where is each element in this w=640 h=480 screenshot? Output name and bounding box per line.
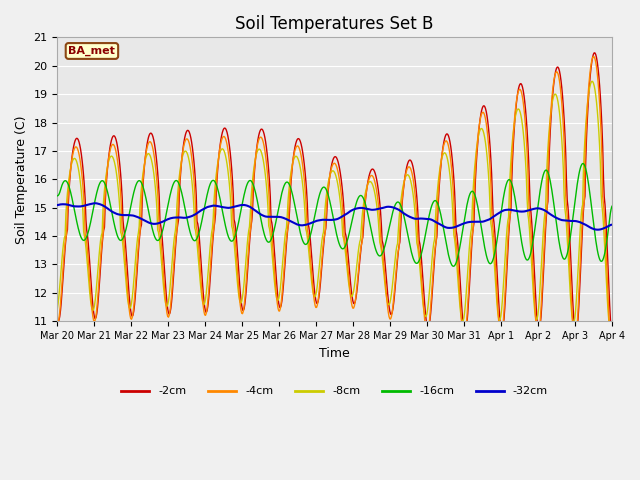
-32cm: [608, 222, 616, 228]
-4cm: [419, 285, 426, 290]
-16cm: [206, 181, 214, 187]
-32cm: [594, 227, 602, 233]
-4cm: [54, 321, 61, 327]
Legend: -2cm, -4cm, -8cm, -16cm, -32cm: -2cm, -4cm, -8cm, -16cm, -32cm: [117, 382, 552, 401]
-16cm: [579, 161, 586, 167]
-8cm: [121, 261, 129, 267]
Title: Soil Temperatures Set B: Soil Temperatures Set B: [236, 15, 434, 33]
Line: -32cm: -32cm: [58, 203, 612, 230]
-16cm: [63, 180, 71, 186]
Line: -4cm: -4cm: [58, 57, 612, 350]
-16cm: [54, 193, 61, 199]
-4cm: [177, 165, 185, 170]
-32cm: [122, 212, 129, 218]
-32cm: [178, 215, 186, 220]
-32cm: [54, 202, 61, 208]
-8cm: [206, 245, 214, 251]
-4cm: [63, 206, 71, 212]
-4cm: [608, 347, 616, 353]
-8cm: [419, 293, 426, 299]
X-axis label: Time: Time: [319, 347, 350, 360]
-4cm: [206, 268, 214, 274]
Line: -8cm: -8cm: [58, 81, 612, 330]
-8cm: [177, 162, 185, 168]
-32cm: [63, 202, 71, 207]
-16cm: [121, 231, 129, 237]
-32cm: [403, 212, 411, 218]
Y-axis label: Soil Temperature (C): Soil Temperature (C): [15, 115, 28, 243]
-32cm: [419, 216, 427, 221]
-2cm: [63, 227, 71, 233]
-8cm: [402, 173, 410, 179]
-8cm: [607, 327, 614, 333]
-4cm: [402, 170, 410, 176]
-32cm: [92, 200, 99, 206]
-2cm: [608, 335, 616, 341]
-8cm: [63, 190, 71, 196]
-16cm: [449, 264, 457, 269]
-2cm: [419, 266, 426, 272]
-2cm: [54, 316, 61, 322]
-2cm: [206, 277, 214, 283]
-2cm: [402, 168, 410, 173]
-4cm: [589, 54, 597, 60]
-16cm: [177, 186, 185, 192]
-8cm: [588, 78, 596, 84]
-4cm: [121, 245, 129, 251]
-32cm: [207, 203, 215, 209]
-16cm: [419, 248, 426, 253]
-2cm: [590, 50, 598, 56]
-2cm: [121, 230, 129, 236]
Text: BA_met: BA_met: [68, 46, 115, 56]
-16cm: [402, 223, 410, 229]
Line: -2cm: -2cm: [58, 53, 612, 338]
-16cm: [608, 204, 616, 209]
Line: -16cm: -16cm: [58, 164, 612, 266]
-8cm: [54, 306, 61, 312]
-2cm: [177, 168, 185, 174]
-8cm: [608, 320, 616, 326]
